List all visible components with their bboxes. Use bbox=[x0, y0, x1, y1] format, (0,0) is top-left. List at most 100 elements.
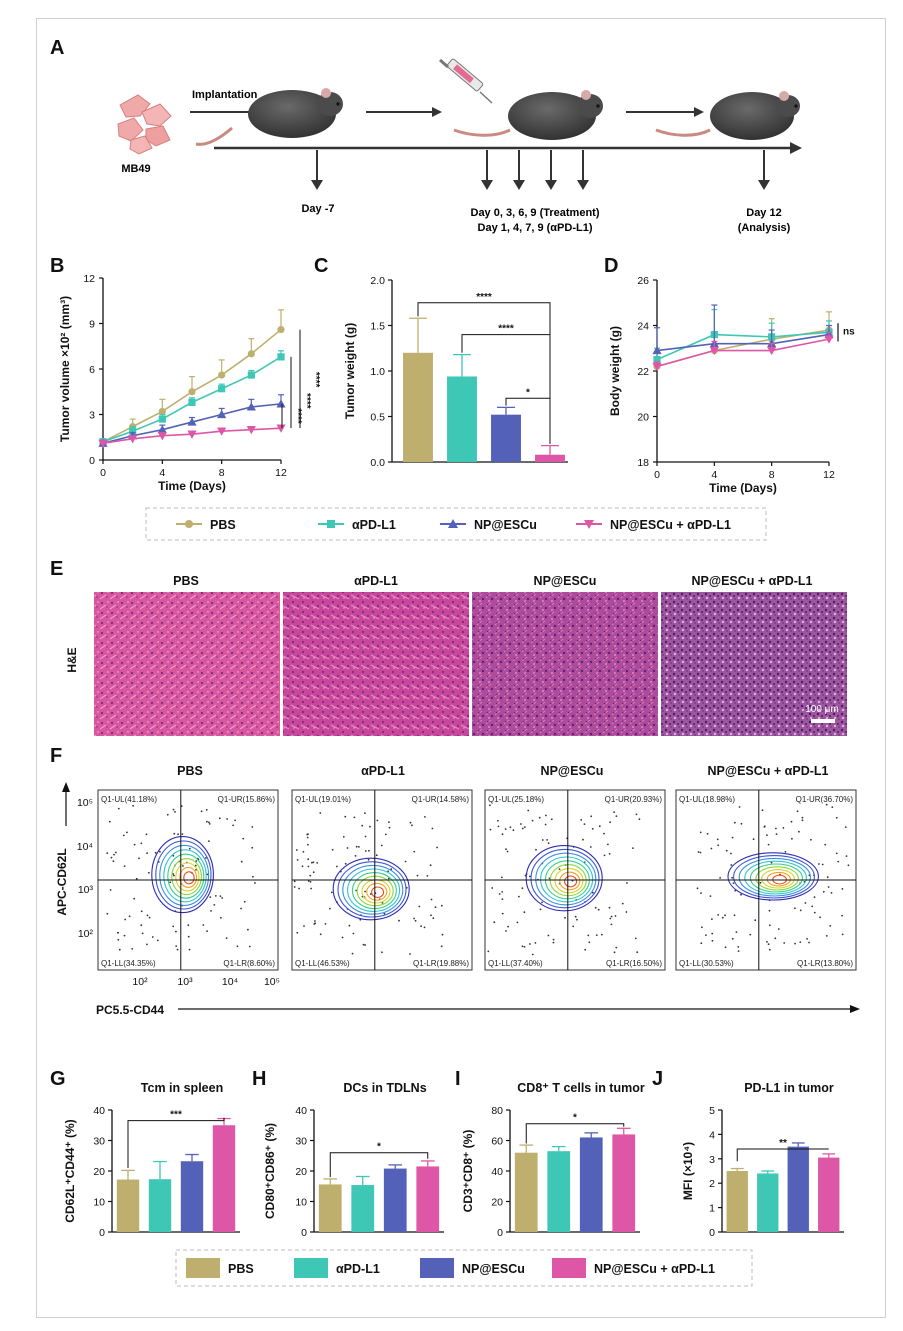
scatter-dot bbox=[767, 943, 770, 946]
scatter-dot bbox=[206, 820, 208, 823]
flow-x-tick-label: 10⁵ bbox=[264, 976, 280, 988]
bar bbox=[318, 1184, 342, 1232]
bar bbox=[491, 414, 521, 462]
y-axis-label: Tumor volume ×10² (mm³) bbox=[58, 296, 72, 442]
scatter-dot bbox=[699, 831, 702, 834]
histology-image-apdl1 bbox=[283, 592, 469, 736]
scatter-dot bbox=[232, 824, 235, 827]
scatter-dot bbox=[535, 848, 537, 851]
bar bbox=[416, 1166, 440, 1232]
scatter-dot bbox=[146, 914, 149, 917]
scatter-dot bbox=[501, 912, 504, 915]
y-tick-label: 20 bbox=[637, 412, 649, 424]
density-contour bbox=[159, 844, 210, 906]
scatter-dot bbox=[724, 946, 727, 949]
scatter-dot bbox=[546, 839, 548, 841]
scatter-dot bbox=[804, 902, 807, 904]
scatter-dot bbox=[117, 932, 119, 934]
scatter-dot bbox=[844, 826, 847, 828]
scatter-dot bbox=[826, 876, 829, 879]
flow-x-arrowhead bbox=[850, 1005, 860, 1013]
chart-title: DCs in TDLNs bbox=[343, 1081, 426, 1095]
scatter-dot bbox=[208, 821, 210, 824]
scatter-dot bbox=[583, 823, 586, 825]
bar bbox=[351, 1185, 375, 1232]
scatter-dot bbox=[346, 847, 349, 849]
bar bbox=[757, 1173, 779, 1232]
scatter-dot bbox=[364, 812, 366, 814]
scatter-dot bbox=[635, 813, 638, 816]
scatter-dot bbox=[576, 918, 578, 921]
scatter-dot bbox=[613, 951, 616, 954]
data-point bbox=[247, 371, 255, 379]
data-point bbox=[276, 424, 286, 433]
scatter-dot bbox=[431, 827, 434, 830]
scatter-dot bbox=[188, 948, 191, 951]
bar bbox=[547, 1151, 571, 1232]
scatter-dot bbox=[841, 914, 843, 917]
y-tick-label: 0 bbox=[497, 1227, 503, 1239]
significance-label: ** bbox=[779, 1138, 787, 1149]
scatter-dot bbox=[626, 882, 628, 884]
scatter-dot bbox=[414, 919, 417, 922]
scatter-dot bbox=[307, 843, 309, 846]
x-tick-label: 12 bbox=[275, 467, 287, 479]
data-point bbox=[217, 409, 227, 419]
scatter-dot bbox=[140, 910, 143, 913]
scatter-dot bbox=[621, 902, 624, 905]
flow-x-tick-label: 10² bbox=[132, 976, 148, 988]
scatter-dot bbox=[247, 928, 249, 931]
bar bbox=[148, 1179, 172, 1232]
y-tick-label: 3 bbox=[709, 1154, 715, 1166]
y-tick-label: 12 bbox=[83, 273, 95, 285]
quadrant-lr-label: Q1-LR(16.50%) bbox=[606, 959, 662, 968]
scatter-dot bbox=[721, 916, 724, 919]
quadrant-lr-label: Q1-LR(8.60%) bbox=[223, 959, 275, 968]
scatter-dot bbox=[531, 819, 534, 822]
scatter-dot bbox=[574, 915, 577, 918]
bar bbox=[787, 1146, 809, 1232]
scatter-dot bbox=[801, 819, 804, 822]
scatter-dot bbox=[799, 909, 802, 912]
series-line bbox=[656, 338, 830, 368]
y-tick-label: 80 bbox=[491, 1105, 503, 1117]
y-axis-label: Body weight (g) bbox=[608, 326, 622, 416]
data-point bbox=[157, 425, 167, 434]
histology-panel: PBS αPD-L1 NP@ESCu NP@ESCu + αPD-L1 H&E … bbox=[65, 574, 847, 736]
y-tick-label: 2 bbox=[709, 1178, 715, 1190]
scatter-dot bbox=[208, 823, 211, 825]
bar bbox=[579, 1137, 603, 1232]
scatter-dot bbox=[240, 860, 243, 863]
scatter-dot bbox=[310, 887, 312, 890]
scatter-dot bbox=[312, 871, 315, 874]
data-point bbox=[276, 399, 286, 408]
panel-label-g: G bbox=[50, 1068, 66, 1090]
scatter-dot bbox=[547, 934, 550, 937]
scatter-dot bbox=[808, 941, 810, 944]
scatter-dot bbox=[251, 846, 254, 849]
x-tick-label: 4 bbox=[159, 467, 165, 479]
scatter-dot bbox=[148, 916, 151, 919]
scatter-dot bbox=[126, 831, 128, 834]
series-line bbox=[656, 333, 830, 352]
scatter-dot bbox=[123, 865, 126, 867]
scatter-dot bbox=[735, 931, 738, 933]
scatter-dot bbox=[296, 859, 299, 861]
scatter-dot bbox=[550, 818, 553, 821]
scatter-dot bbox=[380, 844, 383, 847]
histology-image-npescu bbox=[472, 592, 658, 736]
scatter-dot bbox=[831, 806, 834, 808]
scatter-dot bbox=[388, 826, 391, 829]
scatter-dot bbox=[240, 907, 243, 910]
scatter-dot bbox=[732, 882, 735, 884]
scatter-dot bbox=[173, 832, 176, 835]
scatter-dot bbox=[610, 915, 613, 918]
scatter-dot bbox=[501, 833, 504, 836]
scatter-dot bbox=[409, 821, 412, 824]
scatter-dot bbox=[106, 912, 109, 915]
density-contour bbox=[525, 845, 603, 912]
scatter-dot bbox=[775, 833, 778, 835]
scatter-dot bbox=[731, 876, 733, 879]
flow-title: PBS bbox=[177, 764, 203, 778]
y-tick-label: 0 bbox=[301, 1227, 307, 1239]
